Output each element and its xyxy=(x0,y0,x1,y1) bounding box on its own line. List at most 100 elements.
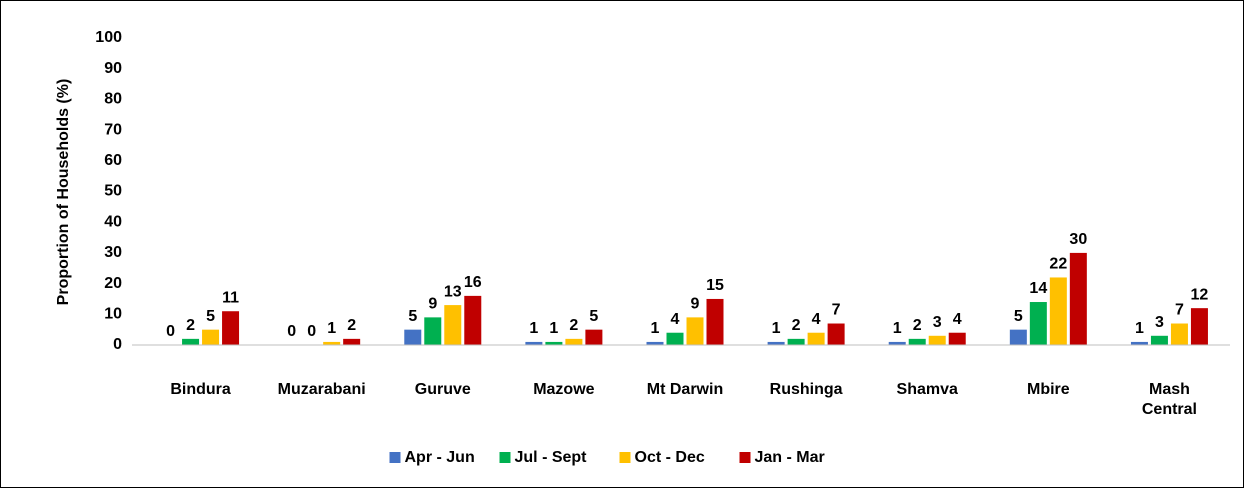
bar xyxy=(404,329,422,345)
data-label: 7 xyxy=(832,302,841,319)
data-label: 1 xyxy=(549,320,558,337)
legend-swatch xyxy=(619,452,631,463)
data-label: 1 xyxy=(893,320,902,337)
data-label: 1 xyxy=(772,320,781,337)
x-tick-label: Bindura xyxy=(170,381,231,398)
bar xyxy=(908,338,926,345)
x-tick-label: Mazowe xyxy=(533,381,595,398)
data-label: 30 xyxy=(1069,231,1087,248)
bar xyxy=(585,329,603,345)
bar xyxy=(646,341,664,345)
x-tick-label: Mt Darwin xyxy=(646,381,724,398)
data-label: 12 xyxy=(1191,286,1209,303)
data-label: 1 xyxy=(651,320,660,337)
x-tick-label: Guruve xyxy=(414,381,471,398)
bar xyxy=(1150,335,1168,345)
data-label: 1 xyxy=(1135,320,1144,337)
y-tick-label: 10 xyxy=(104,306,122,323)
data-label: 16 xyxy=(464,274,482,291)
y-tick-label: 80 xyxy=(104,91,122,108)
data-label: 5 xyxy=(1014,308,1023,325)
legend-swatch xyxy=(499,452,511,463)
bar xyxy=(666,332,684,345)
data-label: 0 xyxy=(166,323,175,340)
data-label: 11 xyxy=(222,289,239,306)
bar xyxy=(1029,302,1047,345)
bar xyxy=(202,329,220,345)
data-label: 22 xyxy=(1049,256,1067,273)
bar xyxy=(686,317,704,345)
data-label: 0 xyxy=(307,323,316,340)
bar xyxy=(1190,308,1208,345)
data-label: 14 xyxy=(1029,280,1047,297)
bar xyxy=(545,341,563,345)
data-label: 13 xyxy=(444,283,462,300)
data-label: 3 xyxy=(933,314,942,331)
data-label: 4 xyxy=(812,311,821,328)
data-label: 2 xyxy=(913,317,922,334)
data-label: 0 xyxy=(287,323,296,340)
data-label: 2 xyxy=(347,317,356,334)
x-tick-label: Mash Central xyxy=(1141,381,1197,418)
data-label: 9 xyxy=(428,296,437,313)
bar xyxy=(464,295,482,345)
data-label: 9 xyxy=(691,296,700,313)
x-tick-label: Rushinga xyxy=(769,381,843,398)
data-label: 2 xyxy=(186,317,195,334)
bar xyxy=(706,298,724,345)
y-tick-label: 20 xyxy=(104,275,122,292)
bar xyxy=(424,317,442,345)
legend-label: Apr - Jun xyxy=(405,449,475,466)
x-tick-label: Shamva xyxy=(896,381,958,398)
bar xyxy=(222,311,240,345)
y-tick-label: 50 xyxy=(104,183,122,200)
data-label: 15 xyxy=(706,277,724,294)
legend-swatch xyxy=(739,452,751,463)
y-tick-label: 90 xyxy=(104,60,122,77)
bar xyxy=(787,338,805,345)
data-label: 3 xyxy=(1155,314,1164,331)
bar xyxy=(1009,329,1027,345)
x-tick-label: Mbire xyxy=(1026,381,1070,398)
legend-label: Jul - Sept xyxy=(515,449,588,466)
y-tick-label: 0 xyxy=(113,336,122,353)
bar xyxy=(767,341,785,345)
bar xyxy=(827,323,845,345)
data-label: 5 xyxy=(408,308,417,325)
bar xyxy=(444,305,462,345)
bar xyxy=(1170,323,1188,345)
bar xyxy=(182,338,200,345)
y-tick-label: 100 xyxy=(95,29,122,46)
data-label: 4 xyxy=(953,311,962,328)
y-tick-label: 70 xyxy=(104,121,122,138)
data-label: 7 xyxy=(1175,302,1184,319)
y-tick-label: 60 xyxy=(104,152,122,169)
data-label: 4 xyxy=(671,311,680,328)
y-tick-label: 40 xyxy=(104,213,122,230)
x-tick-label: Muzarabani xyxy=(277,381,366,398)
bar xyxy=(565,338,583,345)
data-label: 5 xyxy=(589,308,598,325)
bar xyxy=(1069,252,1087,345)
bar xyxy=(323,341,341,345)
data-label: 2 xyxy=(792,317,801,334)
data-label: 5 xyxy=(206,308,215,325)
legend-label: Oct - Dec xyxy=(635,449,705,466)
bar xyxy=(1130,341,1148,345)
bar xyxy=(807,332,825,345)
y-axis-title: Proportion of Households (%) xyxy=(55,79,72,306)
bar xyxy=(525,341,543,345)
y-tick-label: 30 xyxy=(104,244,122,261)
legend-swatch xyxy=(389,452,401,463)
legend-label: Jan - Mar xyxy=(755,449,825,466)
bar xyxy=(888,341,906,345)
bar xyxy=(1049,277,1067,345)
data-label: 1 xyxy=(529,320,538,337)
bar xyxy=(928,335,946,345)
data-label: 1 xyxy=(327,320,336,337)
bar xyxy=(948,332,966,345)
bar xyxy=(343,338,361,345)
